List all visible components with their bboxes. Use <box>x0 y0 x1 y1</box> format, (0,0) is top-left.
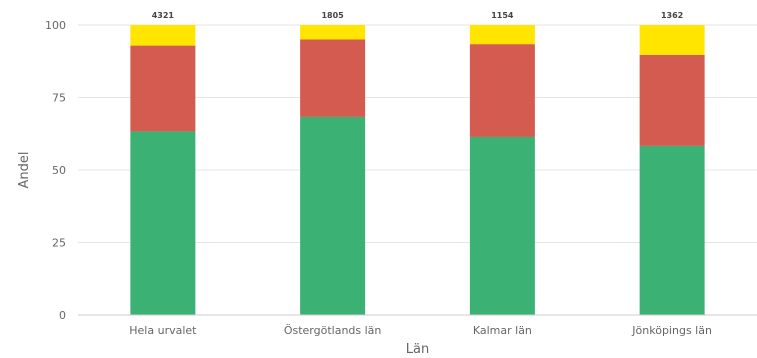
x-tick-label: Jönköpings län <box>631 324 712 337</box>
bar-segment-1-3 <box>130 25 196 46</box>
bar-total-label: 1362 <box>661 11 683 20</box>
y-tick-labels: 0 25 50 75 100 <box>45 19 66 322</box>
bars <box>130 25 705 316</box>
x-tick-label: Kalmar län <box>473 324 532 337</box>
bar-segment-4-3 <box>639 25 705 55</box>
bar-total-label: 1805 <box>321 11 344 20</box>
bar-segment-1-2 <box>130 45 196 132</box>
x-tick-label: Hela urvalet <box>129 324 197 337</box>
x-axis-title: Län <box>406 342 429 357</box>
bar-segment-4-2 <box>639 54 705 146</box>
y-tick-label: 0 <box>59 309 66 322</box>
y-axis-title: Andel <box>17 152 32 189</box>
bar-segment-2-3 <box>300 25 366 40</box>
bar-segment-4-1 <box>639 145 705 315</box>
bar-segment-3-2 <box>469 44 535 137</box>
bar-segment-3-3 <box>469 25 535 45</box>
x-tick-labels: Hela urvalet Östergötlands län Kalmar län J… <box>129 324 712 337</box>
bar-total-label: 4321 <box>152 11 175 20</box>
y-tick-label: 25 <box>52 237 66 250</box>
bar-total-label: 1154 <box>491 11 514 20</box>
bar-total-labels: 4321 1805 1154 1362 <box>152 11 684 20</box>
bar-segment-2-1 <box>300 116 366 316</box>
bar-segment-2-2 <box>300 39 366 117</box>
x-tick-label: Östergötlands län <box>284 324 382 337</box>
y-tick-label: 75 <box>52 92 66 105</box>
bar-segment-3-1 <box>469 136 535 315</box>
y-tick-label: 100 <box>45 19 66 32</box>
bar-segment-1-1 <box>130 131 196 315</box>
y-tick-label: 50 <box>52 164 66 177</box>
